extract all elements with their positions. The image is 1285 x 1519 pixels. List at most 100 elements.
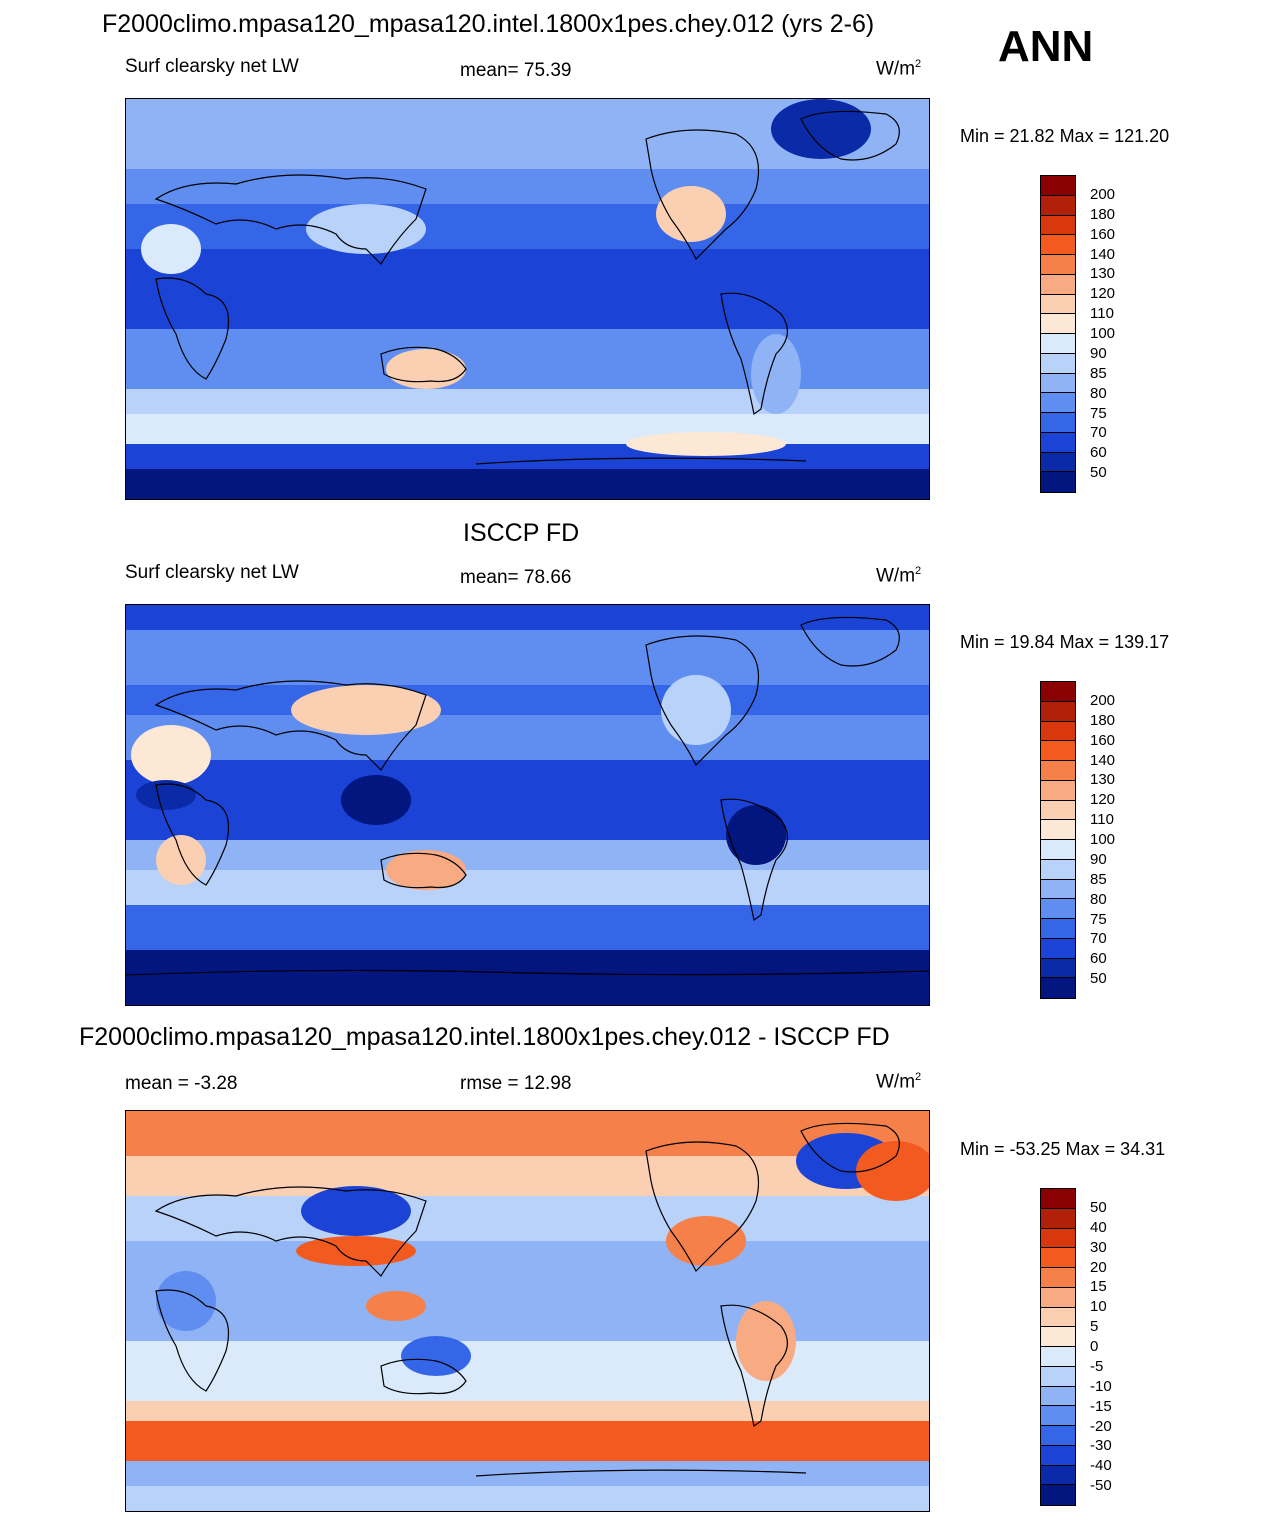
colorbar-swatch [1041, 235, 1075, 255]
panel-3-rmse-label: rmse = 12.98 [460, 1073, 572, 1094]
colorbar-swatch [1041, 741, 1075, 761]
colorbar-tick-label: 75 [1090, 404, 1107, 422]
colorbar-swatch [1041, 859, 1075, 880]
colorbar-tick-label: 60 [1090, 950, 1107, 968]
colorbar-tick-label: 180 [1090, 205, 1116, 223]
colorbar-swatch [1041, 1327, 1075, 1347]
colorbar-swatch [1041, 314, 1075, 334]
colorbar-tick-label: 85 [1090, 364, 1107, 382]
colorbar-swatch [1041, 682, 1075, 702]
panel-3-mean-label: mean = -3.28 [125, 1073, 238, 1094]
colorbar-tick-label: 100 [1090, 831, 1116, 848]
colorbar-swatch [1041, 840, 1075, 860]
colorbar-tick-label: 50 [1090, 970, 1107, 988]
colorbar-swatch [1041, 958, 1075, 979]
colorbar-tick-label: 180 [1090, 711, 1116, 729]
colorbar-tick-label: 200 [1090, 691, 1116, 709]
colorbar-swatch [1041, 1248, 1075, 1268]
season-label: ANN [998, 22, 1094, 71]
colorbar-tick-label: -10 [1090, 1377, 1112, 1395]
panel-2-coastlines [126, 616, 929, 976]
colorbar-tick-label: 5 [1090, 1318, 1099, 1336]
colorbar-swatch [1041, 780, 1075, 801]
colorbar-tick-label: 40 [1090, 1218, 1107, 1236]
colorbar-tick-label: 130 [1090, 771, 1116, 789]
colorbar-swatch [1041, 800, 1075, 821]
panel-1-map [125, 98, 930, 500]
panel-3-units: W/m2 [876, 1071, 922, 1093]
colorbar-tick-label: 85 [1090, 870, 1107, 888]
colorbar-tick-label: 160 [1090, 225, 1116, 243]
colorbar-tick-label: 140 [1090, 245, 1116, 263]
panel-1-mean-label: mean= 75.39 [460, 60, 572, 81]
panel-3-title: F2000climo.mpasa120_mpasa120.intel.1800x… [79, 1023, 890, 1051]
colorbar-swatch [1041, 1268, 1075, 1288]
panel-3-coastlines [154, 1122, 900, 1477]
panel-2-minmax: Min = 19.84 Max = 139.17 [960, 632, 1170, 652]
colorbar-tick-label: 90 [1090, 344, 1107, 362]
colorbar-tick-label: 20 [1090, 1258, 1107, 1276]
colorbar-tick-label: -15 [1090, 1397, 1112, 1415]
colorbar-tick-label: -30 [1090, 1437, 1112, 1455]
colorbar-swatch [1041, 353, 1075, 374]
colorbar-tick-label: 0 [1090, 1338, 1099, 1355]
colorbar-tick-label: 30 [1090, 1238, 1107, 1256]
colorbar-swatch [1041, 1386, 1075, 1407]
colorbar-tick-label: 110 [1090, 811, 1114, 829]
panel-2-map [125, 604, 930, 1006]
colorbar-tick-label: 60 [1090, 444, 1107, 462]
colorbar-tick-label: 10 [1090, 1298, 1107, 1316]
colorbar-tick-label: 200 [1090, 185, 1116, 203]
colorbar-swatch [1041, 215, 1075, 236]
panel-1-minmax: Min = 21.82 Max = 121.20 [960, 126, 1170, 146]
colorbar-swatch [1041, 701, 1075, 722]
colorbar-swatch [1041, 1366, 1075, 1387]
colorbar-tick-label: 140 [1090, 751, 1116, 769]
colorbar-swatch [1041, 978, 1075, 998]
colorbar-swatch [1041, 721, 1075, 742]
colorbar-tick-label: 90 [1090, 850, 1107, 868]
colorbar-tick-label: 130 [1090, 265, 1116, 283]
colorbar-tick-label: 15 [1090, 1278, 1107, 1296]
colorbar-swatch [1041, 373, 1075, 394]
colorbar-swatch [1041, 393, 1075, 413]
panel-1-colorbar [1040, 175, 1076, 493]
panel-3-minmax: Min = -53.25 Max = 34.31 [960, 1139, 1166, 1159]
colorbar-tick-label: 50 [1090, 464, 1107, 482]
colorbar-swatch [1041, 274, 1075, 295]
panel-1-variable-label: Surf clearsky net LW [125, 56, 299, 77]
colorbar-swatch [1041, 1465, 1075, 1486]
colorbar-swatch [1041, 1208, 1075, 1229]
colorbar-swatch [1041, 255, 1075, 275]
colorbar-tick-label: -5 [1090, 1357, 1104, 1375]
panel-2-mean-label: mean= 78.66 [460, 567, 572, 588]
colorbar-swatch [1041, 294, 1075, 315]
colorbar-tick-label: 50 [1090, 1198, 1107, 1216]
colorbar-swatch [1041, 1485, 1075, 1505]
colorbar-tick-label: 70 [1090, 930, 1107, 948]
panel-1-coastlines [154, 110, 900, 465]
colorbar-swatch [1041, 1406, 1075, 1426]
colorbar-swatch [1041, 472, 1075, 492]
panel-3-colorbar [1040, 1188, 1076, 1506]
colorbar-tick-label: -20 [1090, 1417, 1112, 1435]
colorbar-swatch [1041, 919, 1075, 939]
colorbar-tick-label: 80 [1090, 384, 1107, 402]
colorbar-swatch [1041, 334, 1075, 354]
panel-3-map [125, 1110, 930, 1512]
colorbar-swatch [1041, 1287, 1075, 1308]
colorbar-swatch [1041, 1307, 1075, 1328]
colorbar-swatch [1041, 879, 1075, 900]
colorbar-swatch [1041, 761, 1075, 781]
colorbar-swatch [1041, 899, 1075, 919]
panel-1-title: F2000climo.mpasa120_mpasa120.intel.1800x… [102, 10, 875, 38]
panel-2-colorbar [1040, 681, 1076, 999]
colorbar-swatch [1041, 432, 1075, 453]
colorbar-swatch [1041, 1347, 1075, 1367]
colorbar-swatch [1041, 938, 1075, 959]
colorbar-swatch [1041, 413, 1075, 433]
colorbar-swatch [1041, 1189, 1075, 1209]
panel-2-variable-label: Surf clearsky net LW [125, 562, 299, 583]
colorbar-tick-label: -50 [1090, 1477, 1112, 1495]
panel-2-title: ISCCP FD [463, 519, 580, 547]
